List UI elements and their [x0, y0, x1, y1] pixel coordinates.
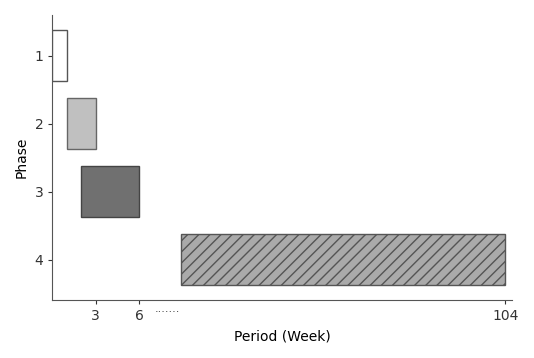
Bar: [52, 30, 67, 81]
Bar: [181, 234, 505, 285]
Y-axis label: Phase: Phase: [15, 137, 29, 178]
Text: .......: .......: [155, 304, 180, 314]
Bar: [67, 98, 96, 149]
Bar: [81, 166, 139, 217]
X-axis label: Period (Week): Period (Week): [234, 329, 331, 343]
